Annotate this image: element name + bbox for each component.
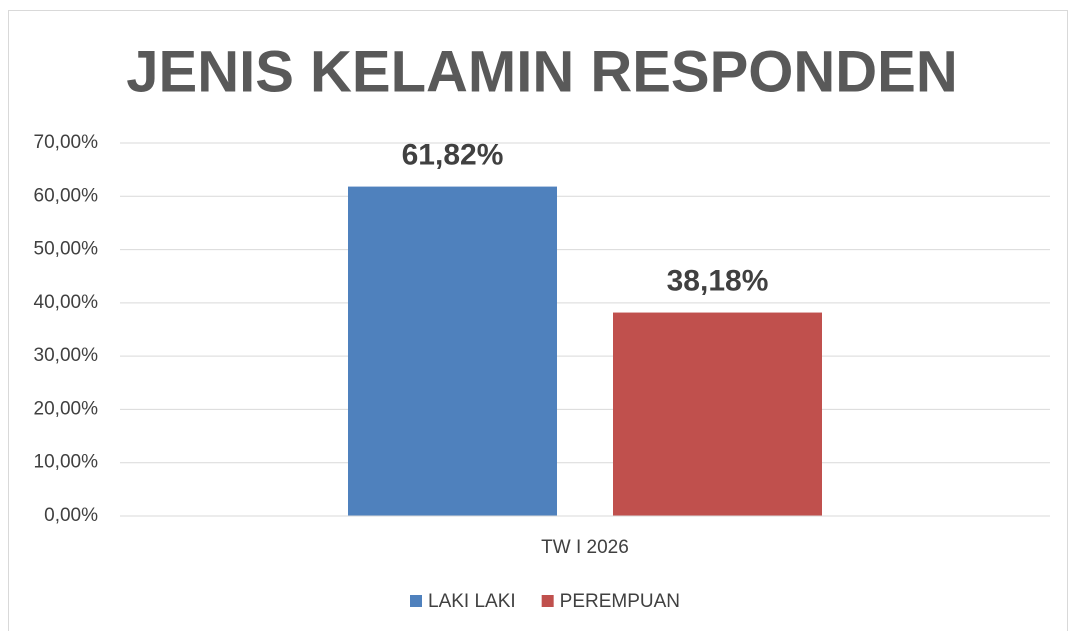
y-tick-label: 60,00%: [34, 185, 99, 206]
y-tick-label: 30,00%: [34, 345, 99, 366]
y-tick-label: 50,00%: [34, 239, 99, 260]
bar: [348, 186, 557, 516]
y-tick-label: 10,00%: [34, 452, 99, 473]
x-tick-label: TW I 2026: [541, 537, 629, 558]
legend-swatch: [410, 595, 422, 607]
y-tick-label: 20,00%: [34, 398, 99, 419]
legend-swatch: [541, 595, 554, 607]
y-tick-label: 70,00%: [34, 132, 99, 153]
bar: [613, 312, 822, 516]
legend-label: LAKI LAKI: [428, 591, 516, 612]
chart-title: JENIS KELAMIN RESPONDEN: [126, 39, 957, 104]
legend-label: PEREMPUAN: [560, 591, 680, 612]
y-tick-label: 0,00%: [44, 505, 98, 526]
y-tick-label: 40,00%: [34, 292, 99, 313]
data-label: 61,82%: [402, 139, 504, 172]
data-label: 38,18%: [667, 264, 769, 297]
